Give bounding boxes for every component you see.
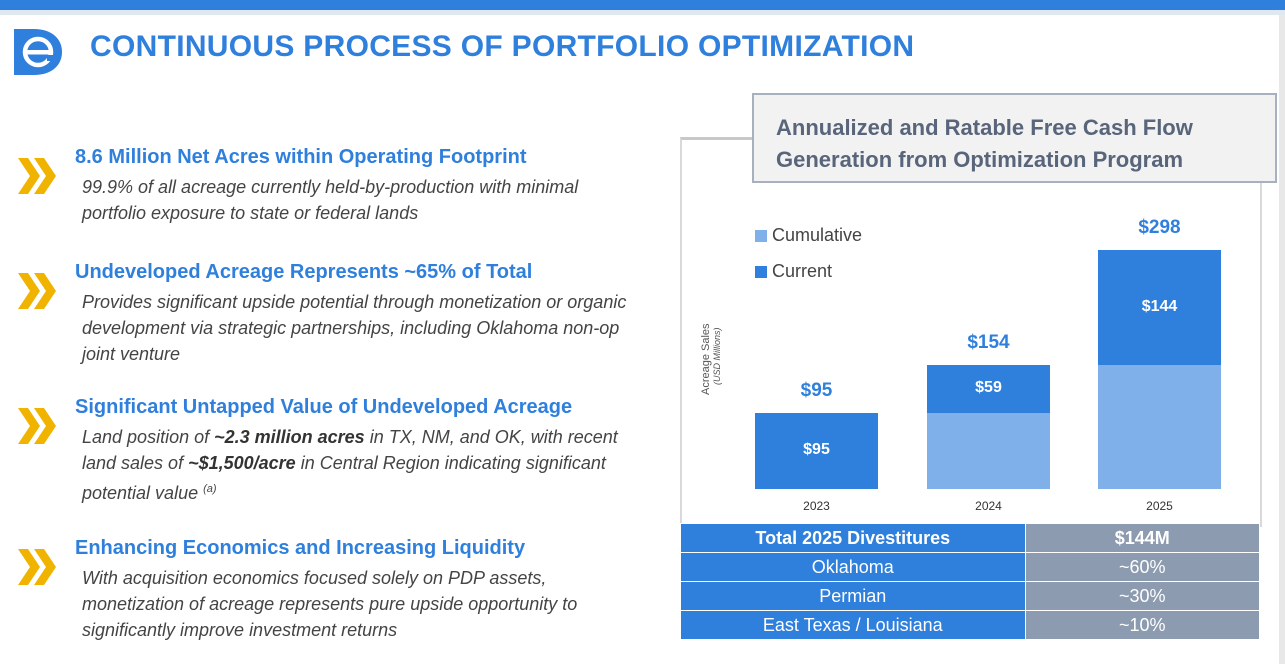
x-tick-label: 2023 xyxy=(803,499,830,513)
table-row: Permian ~30% xyxy=(680,581,1261,611)
callout-line-1: Annualized and Ratable Free Cash Flow xyxy=(776,115,1193,140)
bar-value-label: $144 xyxy=(1141,297,1178,315)
bullet-heading: 8.6 Million Net Acres within Operating F… xyxy=(75,146,527,168)
bullet-heading: Undeveloped Acreage Represents ~65% of T… xyxy=(75,261,533,283)
y-axis-title: Acreage Sales xyxy=(700,323,712,395)
table-row: East Texas / Louisiana ~10% xyxy=(680,610,1261,640)
bar-current-2024 xyxy=(927,365,1050,413)
callout-line-2: Generation from Optimization Program xyxy=(776,147,1184,172)
bar-current-2025 xyxy=(1098,250,1221,366)
text-run: in TX, NM, and OK, with recent land sale… xyxy=(82,427,618,473)
page-title: CONTINUOUS PROCESS OF PORTFOLIO OPTIMIZA… xyxy=(90,30,915,63)
chart-callout: Annualized and Ratable Free Cash Flow Ge… xyxy=(752,93,1277,183)
table-cell-label: East Texas / Louisiana xyxy=(680,610,1026,640)
x-tick-label: 2025 xyxy=(1146,499,1173,513)
table-cell-value: ~60% xyxy=(1024,552,1261,582)
double-chevron-icon xyxy=(18,408,56,444)
slide-edge xyxy=(1279,15,1285,664)
legend-label: Cumulative xyxy=(772,225,863,245)
text-bold: ~2.3 million acres xyxy=(214,427,365,447)
bullet-text: Provides significant upside potential th… xyxy=(82,292,627,364)
table-cell-value: ~30% xyxy=(1024,581,1261,611)
bar-total-label: $154 xyxy=(967,332,1010,354)
bullet-text: With acquisition economics focused solel… xyxy=(82,568,578,640)
table-cell-label: Permian xyxy=(680,581,1026,611)
table-header-value: $144M xyxy=(1024,523,1261,553)
bar-total-label: $298 xyxy=(1138,217,1181,238)
double-chevron-icon xyxy=(18,158,56,194)
double-chevron-icon xyxy=(18,549,56,585)
footnote-marker: (a) xyxy=(203,483,217,495)
bullet-heading: Enhancing Economics and Increasing Liqui… xyxy=(75,537,526,559)
text-bold: ~$1,500/acre xyxy=(188,453,296,473)
bullet-text: 99.9% of all acreage currently held-by-p… xyxy=(82,177,579,223)
x-tick-label: 2024 xyxy=(975,499,1002,513)
bar-cumulative-2025 xyxy=(1098,365,1221,489)
top-accent-bar xyxy=(0,0,1285,10)
text-run: in Central Region indicating significant… xyxy=(82,453,606,503)
divestiture-table: Total 2025 Divestitures $144M Oklahoma ~… xyxy=(680,523,1261,640)
text-run: Land position of xyxy=(82,427,215,447)
bullet-text: Land position of ~2.3 million acres in T… xyxy=(82,424,642,506)
bar-cumulative-2024 xyxy=(927,412,1050,489)
table-cell-value: ~10% xyxy=(1024,610,1261,640)
company-logo-icon xyxy=(14,29,62,75)
bullet-heading: Significant Untapped Value of Undevelope… xyxy=(75,396,573,418)
bar-total-label: $95 xyxy=(800,379,833,401)
top-divider xyxy=(0,10,1285,15)
table-cell-label: Oklahoma xyxy=(680,552,1026,582)
bar-value-label: $95 xyxy=(803,440,830,458)
y-axis-unit: (USD Millions) xyxy=(712,327,722,385)
table-header-label: Total 2025 Divestitures xyxy=(680,523,1026,553)
y-axis-label: Acreage Sales (USD Millions) xyxy=(700,323,722,395)
table-row: Oklahoma ~60% xyxy=(680,552,1261,582)
legend-swatch xyxy=(755,230,767,242)
legend-label: Current xyxy=(772,261,833,281)
table-header-row: Total 2025 Divestitures $144M xyxy=(680,523,1261,553)
legend-swatch xyxy=(755,266,767,278)
double-chevron-icon xyxy=(18,273,56,309)
bar-current-2023 xyxy=(755,412,878,489)
bar-value-label: $59 xyxy=(975,379,1002,397)
